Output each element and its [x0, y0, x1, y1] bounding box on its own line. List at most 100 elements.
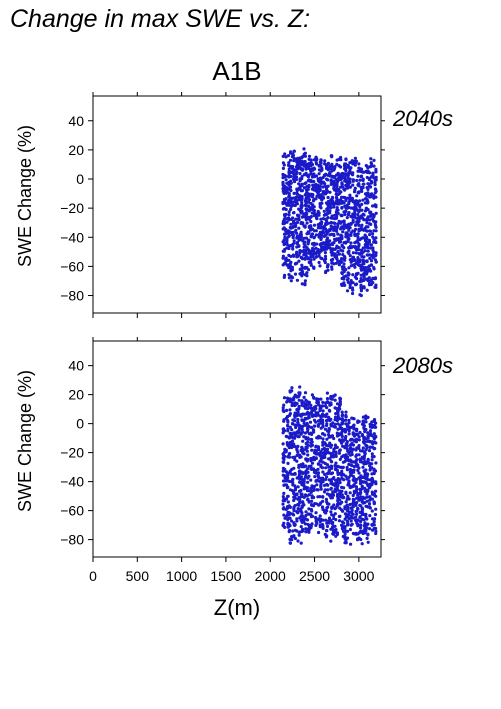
scatter-point [368, 171, 372, 175]
scatter-point [355, 512, 359, 516]
scatter-point [357, 219, 361, 223]
scatter-point [310, 461, 315, 465]
scatter-point [359, 174, 364, 178]
scatter-point [285, 220, 289, 224]
scatter-point [353, 258, 357, 262]
scatter-point [347, 237, 351, 241]
scatter-point [321, 420, 325, 424]
scatter-point [351, 291, 355, 296]
scatter-point [373, 469, 378, 473]
scatter-point [324, 466, 328, 470]
scatter-point [343, 196, 347, 200]
scatter-point [306, 470, 310, 474]
scatter-point [299, 230, 303, 234]
scatter-point [356, 271, 360, 275]
scatter-point [325, 391, 329, 395]
scatter-point [365, 475, 369, 479]
scatter-point [296, 417, 300, 422]
scatter-point [283, 273, 287, 277]
yticks-2080s: 40 20 0 −20 −40 −60 −80 [60, 358, 385, 548]
scatter-point [301, 462, 305, 466]
scatter-point [319, 483, 323, 487]
scatter-point [344, 209, 348, 213]
scatter-point [313, 167, 317, 171]
scatter-point [307, 238, 311, 242]
scatter-point [292, 513, 296, 517]
scatter-point [301, 527, 305, 532]
scatter-point [298, 385, 302, 389]
scatter-point [293, 445, 297, 449]
scatter-point [306, 268, 311, 272]
scatter-point [300, 263, 304, 267]
scatter-point [296, 444, 300, 448]
scatter-point [314, 229, 318, 233]
scatter-point [329, 220, 333, 225]
scatter-point [357, 466, 361, 470]
scatter-point [321, 195, 325, 199]
scatter-point [361, 185, 365, 190]
scatter-point [346, 494, 350, 498]
scatter-point [327, 516, 332, 520]
scatter-point [295, 220, 299, 225]
scatter-point [282, 460, 286, 464]
scatter-point [348, 193, 352, 197]
scatter-point [330, 267, 334, 271]
scatter-point [323, 488, 327, 492]
plot-frame-2040s [92, 95, 382, 314]
scatter-point [285, 396, 290, 400]
scatter-point [293, 536, 297, 541]
scatter-point [344, 415, 348, 419]
scatter-point [297, 214, 301, 218]
scatter-point [344, 474, 348, 478]
scatter-point [374, 236, 378, 240]
scatter-point [338, 498, 342, 502]
scatter-point [356, 432, 360, 436]
scatter-point [300, 282, 304, 286]
scatter-point [341, 509, 345, 513]
ytick-label: −80 [60, 288, 84, 304]
scatter-point [291, 216, 295, 220]
scatter-point [281, 154, 285, 158]
scatter-point [333, 524, 337, 528]
scatter-point [357, 184, 361, 188]
scatter-point [303, 522, 307, 526]
scatter-point [361, 465, 365, 469]
scatter-point [323, 472, 327, 476]
scatter-point [321, 185, 325, 189]
scatter-point [368, 218, 372, 222]
scatter-point [374, 494, 378, 498]
scatter-point [319, 161, 323, 165]
scatter-point [372, 523, 376, 527]
scatter-point [332, 503, 336, 507]
scatter-point [328, 211, 332, 215]
scatter-point [334, 406, 338, 410]
scatter-point [297, 259, 301, 263]
scatter-point [303, 224, 307, 228]
scatter-point [334, 261, 338, 265]
scatter-point [330, 522, 334, 526]
scatter-point [318, 264, 322, 268]
scatter-point [345, 196, 349, 200]
scatter-point [286, 473, 290, 477]
scatter-point [307, 507, 311, 511]
scatter-point [351, 281, 355, 285]
scatter-point [330, 165, 334, 169]
xtick-label: 0 [89, 568, 97, 584]
scatter-point [359, 289, 363, 293]
scatter-point [340, 410, 344, 414]
scatter-point [300, 257, 304, 261]
scatter-point [339, 240, 343, 244]
scatter-point [369, 243, 373, 247]
scatter-point [369, 195, 373, 199]
scatter-point [321, 495, 325, 499]
scatter-point [342, 262, 346, 266]
scatter-point [310, 440, 314, 444]
scatter-point [314, 233, 318, 237]
scatter-point [287, 452, 291, 456]
scatter-point [345, 216, 349, 220]
scatter-point [344, 491, 348, 496]
scatter-point [325, 397, 330, 401]
scatter-point [312, 488, 316, 492]
scatter-point [344, 162, 348, 166]
scatter-point [352, 423, 356, 427]
